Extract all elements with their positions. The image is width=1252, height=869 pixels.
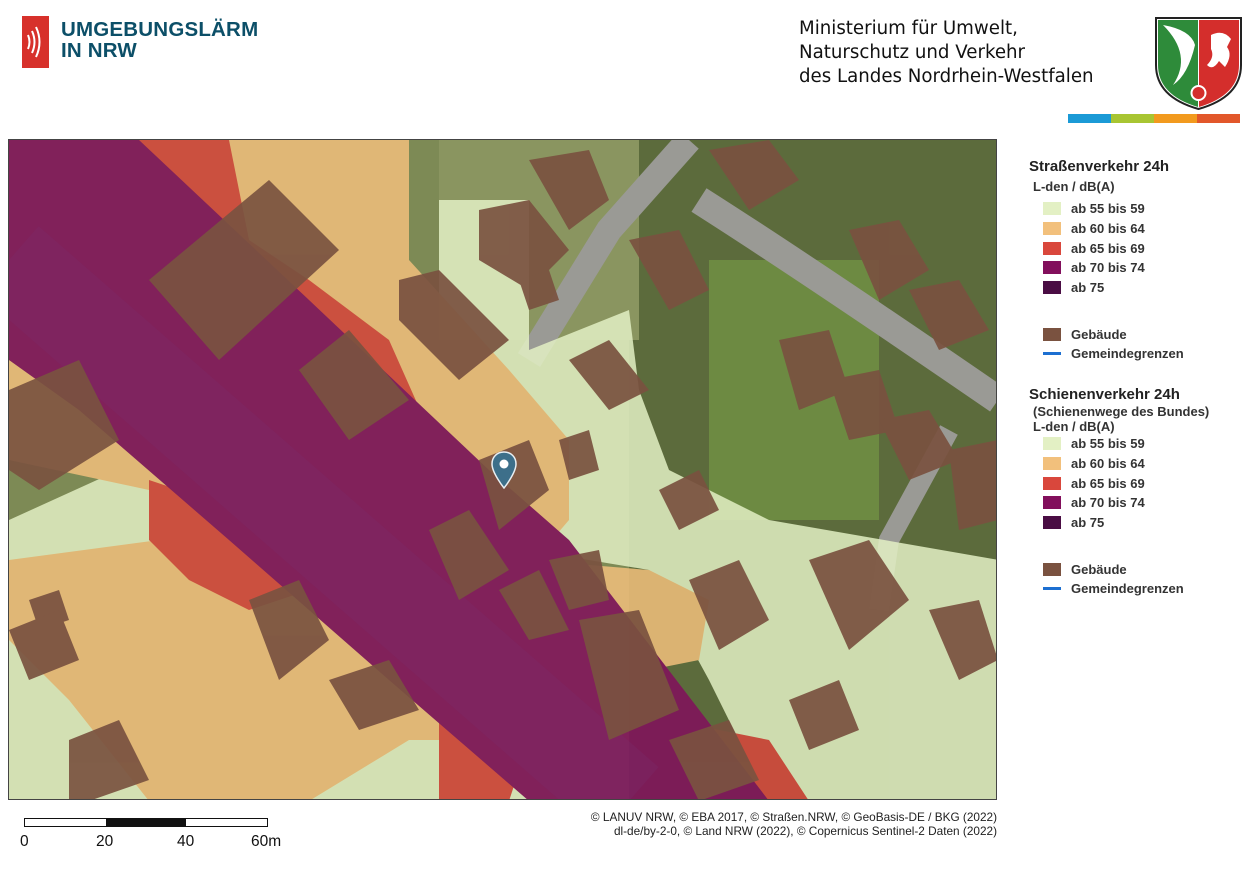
rail-legend-unit: L-den / dB(A) — [1033, 418, 1115, 434]
copyright-line-1: © LANUV NRW, © EBA 2017, © Straßen.NRW, … — [590, 810, 997, 824]
ministry-line-1: Ministerium für Umwelt, — [799, 18, 1018, 39]
colorbar-green — [1111, 114, 1154, 123]
copyright-line-2: dl-de/by-2-0, © Land NRW (2022), © Coper… — [613, 824, 997, 838]
road-building-swatch — [1043, 327, 1061, 341]
scale-label-60: 60m — [251, 833, 282, 850]
rail-boundary-label: Gemeindegrenzen — [1071, 581, 1184, 597]
road-building-entry: Gebäude — [1043, 324, 1251, 344]
rail-swatch-70 — [1043, 496, 1061, 510]
rail-building-entry: Gebäude — [1043, 559, 1251, 579]
rail-swatch-75 — [1043, 515, 1061, 529]
rail-swatch-55 — [1043, 437, 1061, 451]
ministry-line-2: Naturschutz und Verkehr — [799, 42, 1026, 63]
rail-class-label: ab 75 — [1071, 514, 1105, 530]
road-boundary-swatch — [1043, 352, 1061, 356]
rail-boundary-swatch — [1043, 587, 1061, 591]
rail-class-label: ab 65 bis 69 — [1071, 475, 1145, 491]
rail-legend-title: Schienenverkehr 24h — [1029, 385, 1180, 403]
brand-line-1: UMGEBUNGSLÄRM — [61, 18, 259, 41]
sound-waves-icon — [22, 16, 49, 68]
rail-swatch-65 — [1043, 476, 1061, 490]
location-pin-icon[interactable] — [491, 451, 517, 489]
scale-segment-1 — [25, 819, 106, 826]
colorbar-orange — [1154, 114, 1197, 123]
scale-label-0: 0 — [20, 833, 29, 850]
brand-logo: UMGEBUNGSLÄRM IN NRW — [22, 16, 258, 68]
road-legend-title: Straßenverkehr 24h — [1029, 158, 1170, 175]
road-building-label: Gebäude — [1071, 326, 1127, 342]
nrw-coat-of-arms-icon — [1153, 15, 1244, 111]
brand-title: UMGEBUNGSLÄRM IN NRW — [61, 19, 258, 61]
scale-label-20: 20 — [96, 833, 114, 850]
scale-segment-2 — [105, 819, 187, 826]
rail-legend-subtitle: (Schienenwege des Bundes) — [1033, 403, 1210, 419]
colorbar-blue — [1068, 114, 1111, 123]
road-class-label: ab 70 bis 74 — [1071, 260, 1145, 276]
road-swatch-70 — [1043, 261, 1061, 275]
road-class-60: ab 60 bis 64 — [1043, 219, 1251, 239]
scale-bar — [24, 818, 268, 827]
rail-class-label: ab 55 bis 59 — [1071, 436, 1145, 452]
rail-class-70: ab 70 bis 74 — [1043, 493, 1251, 513]
rail-boundary-entry: Gemeindegrenzen — [1043, 579, 1251, 599]
road-class-65: ab 65 bis 69 — [1043, 238, 1251, 258]
road-class-75: ab 75 — [1043, 278, 1251, 298]
rail-class-label: ab 70 bis 74 — [1071, 495, 1145, 511]
road-legend-classes: ab 55 bis 59 ab 60 bis 64 ab 65 bis 69 a… — [1029, 199, 1251, 297]
road-boundary-entry: Gemeindegrenzen — [1043, 344, 1251, 364]
rail-building-swatch — [1043, 562, 1061, 576]
road-class-label: ab 55 bis 59 — [1071, 201, 1145, 217]
rail-class-60: ab 60 bis 64 — [1043, 454, 1251, 474]
ministry-name: Ministerium für Umwelt, Naturschutz und … — [799, 17, 1094, 89]
copyright-notice: © LANUV NRW, © EBA 2017, © Straßen.NRW, … — [591, 810, 997, 838]
rail-class-55: ab 55 bis 59 — [1043, 434, 1251, 454]
road-swatch-55 — [1043, 202, 1061, 216]
rail-class-65: ab 65 bis 69 — [1043, 473, 1251, 493]
road-class-70: ab 70 bis 74 — [1043, 258, 1251, 278]
road-swatch-75 — [1043, 281, 1061, 295]
road-class-label: ab 65 bis 69 — [1071, 240, 1145, 256]
rail-class-75: ab 75 — [1043, 513, 1251, 533]
road-swatch-60 — [1043, 222, 1061, 236]
road-boundary-label: Gemeindegrenzen — [1071, 346, 1184, 362]
road-swatch-65 — [1043, 241, 1061, 255]
rail-legend-classes: ab 55 bis 59 ab 60 bis 64 ab 65 bis 69 a… — [1029, 434, 1251, 532]
colorbar-red — [1197, 114, 1240, 123]
map-legend: Straßenverkehr 24h L-den / dB(A) ab 55 b… — [1029, 158, 1251, 599]
ministry-line-3: des Landes Nordrhein-Westfalen — [799, 66, 1094, 87]
brand-line-2: IN NRW — [61, 39, 137, 62]
scale-segment-3 — [186, 819, 268, 826]
noise-map[interactable] — [8, 139, 997, 800]
brand-colorbar — [1068, 114, 1240, 123]
road-class-label: ab 75 — [1071, 280, 1105, 296]
rail-building-label: Gebäude — [1071, 561, 1127, 577]
rail-class-label: ab 60 bis 64 — [1071, 455, 1145, 471]
rail-swatch-60 — [1043, 456, 1061, 470]
road-class-label: ab 60 bis 64 — [1071, 221, 1145, 237]
road-legend-unit: L-den / dB(A) — [1033, 179, 1115, 194]
scale-label-40: 40 — [177, 833, 195, 850]
road-class-55: ab 55 bis 59 — [1043, 199, 1251, 219]
